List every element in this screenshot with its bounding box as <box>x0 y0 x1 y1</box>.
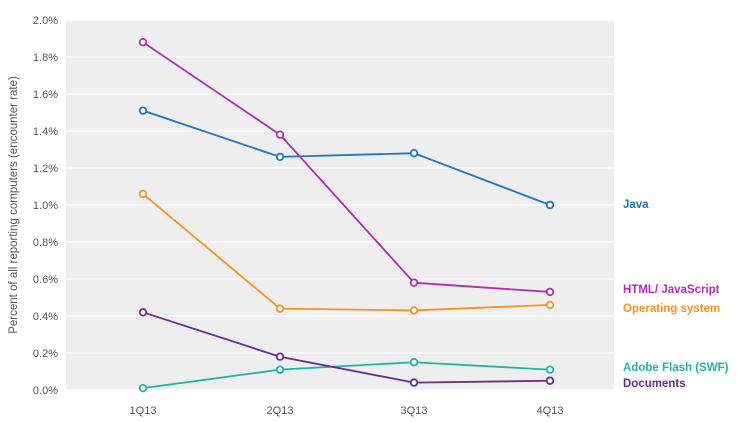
y-tick-label: 1.2% <box>33 163 58 175</box>
y-tick-label: 2.0% <box>33 15 58 27</box>
data-point <box>545 200 555 210</box>
data-point <box>275 365 285 374</box>
y-tick-label: 0.8% <box>33 237 58 249</box>
data-point <box>545 300 555 310</box>
data-point <box>138 383 148 393</box>
data-point <box>138 38 148 47</box>
x-tick-label: 2Q13 <box>267 405 294 417</box>
data-point <box>275 352 285 361</box>
data-point <box>545 365 555 374</box>
y-tick-label: 0.0% <box>33 385 58 397</box>
series-operating-system <box>138 189 555 315</box>
series-line <box>142 41 551 293</box>
y-tick-label: 0.2% <box>33 348 58 360</box>
data-point <box>275 152 285 162</box>
data-point <box>409 306 419 315</box>
y-tick-label: 0.6% <box>33 274 58 286</box>
y-tick-label: 0.4% <box>33 311 58 323</box>
series-label: HTML/ JavaScript <box>623 284 720 296</box>
series-html-javascript <box>138 38 555 297</box>
series-line <box>142 193 551 312</box>
y-axis-label: Percent of all reporting computers (enco… <box>8 76 20 334</box>
series-label: Java <box>623 199 649 211</box>
data-point <box>275 130 285 139</box>
series-label: Operating system <box>623 303 720 315</box>
data-point <box>138 106 148 115</box>
series-lines <box>138 38 555 393</box>
data-point <box>409 278 419 287</box>
y-tick-label: 1.6% <box>33 89 58 101</box>
series-label: Documents <box>623 378 686 390</box>
series-line <box>142 311 551 384</box>
data-point <box>275 304 285 313</box>
data-point <box>138 189 148 199</box>
x-tick-label: 4Q13 <box>537 405 564 417</box>
x-tick-label: 3Q13 <box>401 405 428 417</box>
data-point <box>545 376 555 385</box>
data-point <box>545 287 555 297</box>
x-tick-label: 1Q13 <box>130 405 157 417</box>
series-adobe-flash-swf <box>138 358 555 393</box>
data-point <box>409 148 419 158</box>
series-label: Adobe Flash (SWF) <box>623 362 729 374</box>
series-documents <box>138 308 555 387</box>
series-labels: Java HTML/ JavaScript Operating system Adob… <box>623 199 729 390</box>
data-point <box>138 308 148 317</box>
y-tick-label: 1.8% <box>33 52 58 64</box>
data-point <box>409 358 419 367</box>
series-line <box>142 361 551 390</box>
y-axis-ticks: 0.0% 0.2% 0.4% 0.6% 0.8% 1.0% 1.2% 1.4% 1.6% 1.8%… <box>33 15 58 397</box>
data-point <box>409 378 419 387</box>
series-line <box>142 109 551 206</box>
series-java <box>138 106 555 210</box>
y-tick-label: 1.0% <box>33 200 58 212</box>
x-axis-ticks: 1Q13 2Q13 3Q13 4Q13 <box>130 405 564 417</box>
y-tick-label: 1.4% <box>33 126 58 138</box>
